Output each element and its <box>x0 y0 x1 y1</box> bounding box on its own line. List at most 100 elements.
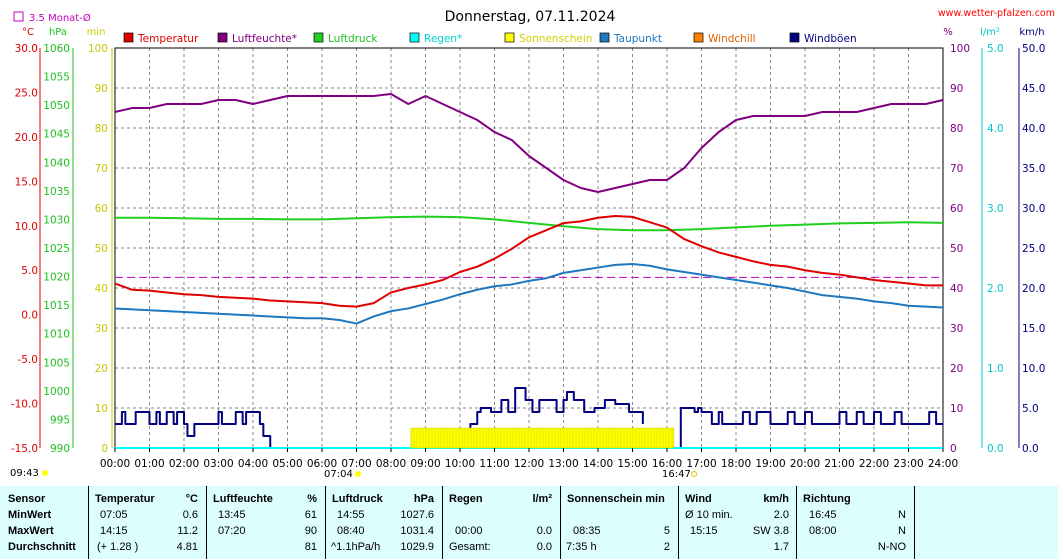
stats-header-row: Sensor Temperatur °C Luftfeuchte % Luftd… <box>0 491 1058 507</box>
x-tick-label: 02:00 <box>169 458 199 470</box>
y-tick-label-humidity: 90 <box>950 83 963 95</box>
y-tick-label-pressure: 1040 <box>43 157 70 169</box>
y-tick-label-rain: 3.0 <box>987 203 1004 215</box>
y-tick-label-wind: 40.0 <box>1022 123 1045 135</box>
y-tick-label-minutes: 50 <box>95 243 108 255</box>
y-tick-label-rain: 2.0 <box>987 283 1004 295</box>
pressure-trend: ^1.1hPa/h <box>331 541 381 553</box>
sunrise-icon <box>355 471 361 477</box>
pressure-value: 1029.9 <box>400 541 434 553</box>
series-luftfeuchte- <box>114 93 944 193</box>
col-title-rain: Regen <box>449 493 483 505</box>
y-tick-label-pressure: 1030 <box>43 214 70 226</box>
minutes-unit-label: min <box>87 27 106 38</box>
pressure-value: 1027.6 <box>400 509 434 521</box>
col-unit-pressure: hPa <box>413 493 434 505</box>
y-tick-label-pressure: 995 <box>50 414 70 426</box>
pressure-time: 14:55 <box>337 509 365 521</box>
temp-value: 0.6 <box>182 509 198 521</box>
humidity-time: 13:45 <box>218 509 246 521</box>
y-tick-label-rain: 4.0 <box>987 123 1004 135</box>
col-title-sensor: Sensor <box>8 493 46 505</box>
avg-legend-box <box>13 11 24 22</box>
site-link[interactable]: www.wetter-pfalzen.com <box>938 8 1055 19</box>
y-tick-label-temp: -10.0 <box>11 399 38 411</box>
legend-label: Temperatur <box>137 33 199 45</box>
humidity-value: 61 <box>304 509 317 521</box>
x-tick-label: 07:00 <box>341 458 371 470</box>
y-tick-label-humidity: 100 <box>950 43 970 55</box>
pressure-time: 08:40 <box>337 525 365 537</box>
row-label: MinWert <box>8 509 52 521</box>
y-tick-label-humidity: 80 <box>950 123 963 135</box>
col-title-temperature: Temperatur <box>95 493 155 505</box>
y-tick-label-humidity: 0 <box>950 443 957 455</box>
y-tick-label-pressure: 1060 <box>43 43 70 55</box>
avg-legend-label: 3.5 Monat-Ø <box>29 12 91 24</box>
legend-label: Windböen <box>804 33 857 45</box>
weather-chart: 00:00 01:00 02:00 03:00 04:00 05:00 06:00 07:00… <box>10 8 1055 480</box>
row-label: MaxWert <box>8 525 54 537</box>
column-divider <box>560 486 561 559</box>
y-tick-label-minutes: 70 <box>95 163 108 175</box>
y-tick-label-temp: -5.0 <box>18 354 39 366</box>
direction-time: 08:00 <box>809 525 837 537</box>
y-tick-label-pressure: 990 <box>50 443 70 455</box>
y-tick-label-temp: 20.0 <box>15 132 38 144</box>
axes-layer: 00:00 01:00 02:00 03:00 04:00 05:00 06:00 07:00… <box>11 43 1046 470</box>
y-tick-label-minutes: 10 <box>95 403 108 415</box>
temp-time: 07:05 <box>100 509 128 521</box>
y-tick-label-pressure: 1015 <box>43 300 70 312</box>
humidity-value: 90 <box>304 525 317 537</box>
pressure-unit-label: hPa <box>49 27 67 38</box>
series-windböen <box>115 387 943 449</box>
legend-label: Luftdruck <box>328 33 378 45</box>
stats-row-average: Durchschnitt (+ 1.28 ) 4.81 81 ^1.1hPa/h… <box>0 539 1058 555</box>
legend-swatch <box>789 32 800 43</box>
wind-value: 1.7 <box>773 541 789 553</box>
y-tick-label-wind: 10.0 <box>1022 363 1045 375</box>
y-tick-label-minutes: 100 <box>88 43 108 55</box>
x-tick-label: 13:00 <box>548 458 578 470</box>
col-title-humidity: Luftfeuchte <box>213 493 273 505</box>
sun-icon-left <box>42 470 48 476</box>
col-unit-wind: km/h <box>763 493 789 505</box>
y-tick-label-rain: 1.0 <box>987 363 1004 375</box>
rain-value: 0.0 <box>536 525 552 537</box>
y-tick-label-minutes: 30 <box>95 323 108 335</box>
chart-grid <box>114 47 944 449</box>
y-tick-label-wind: 5.0 <box>1022 403 1039 415</box>
y-tick-label-humidity: 20 <box>950 363 963 375</box>
column-divider <box>206 486 207 559</box>
humidity-value: 81 <box>304 541 317 553</box>
sun-markers: 09:43 07:04 16:47 <box>10 468 697 480</box>
x-tick-label: 18:00 <box>721 458 751 470</box>
y-tick-label-humidity: 10 <box>950 403 963 415</box>
y-tick-label-wind: 45.0 <box>1022 83 1045 95</box>
x-tick-label: 06:00 <box>307 458 337 470</box>
direction-time: 16:45 <box>809 509 837 521</box>
y-tick-label-humidity: 60 <box>950 203 963 215</box>
chart-title: Donnerstag, 07.11.2024 <box>445 9 616 25</box>
temp-value: 11.2 <box>177 525 198 537</box>
series-luftdruck <box>115 215 944 232</box>
y-tick-label-minutes: 80 <box>95 123 108 135</box>
sunshine-bar <box>410 427 675 449</box>
legend: Temperatur Luftfeuchte* Luftdruck Regen* Son… <box>123 32 857 45</box>
legend-item: Temperatur <box>123 32 199 45</box>
legend-swatch <box>123 32 134 43</box>
wind-unit-label: km/h <box>1019 27 1044 38</box>
y-tick-label-humidity: 70 <box>950 163 963 175</box>
col-title-pressure: Luftdruck <box>332 493 383 505</box>
sun-value: 2 <box>663 541 670 553</box>
column-divider <box>914 486 915 559</box>
column-divider <box>796 486 797 559</box>
column-divider <box>678 486 679 559</box>
x-tick-label: 16:00 <box>652 458 682 470</box>
y-tick-label-temp: 10.0 <box>15 221 38 233</box>
legend-label: Sonnenschein <box>519 33 592 45</box>
rain-total-label: Gesamt: <box>449 541 491 553</box>
x-tick-label: 08:00 <box>376 458 406 470</box>
legend-item: Luftfeuchte* <box>217 32 297 45</box>
x-tick-label: 11:00 <box>479 458 509 470</box>
